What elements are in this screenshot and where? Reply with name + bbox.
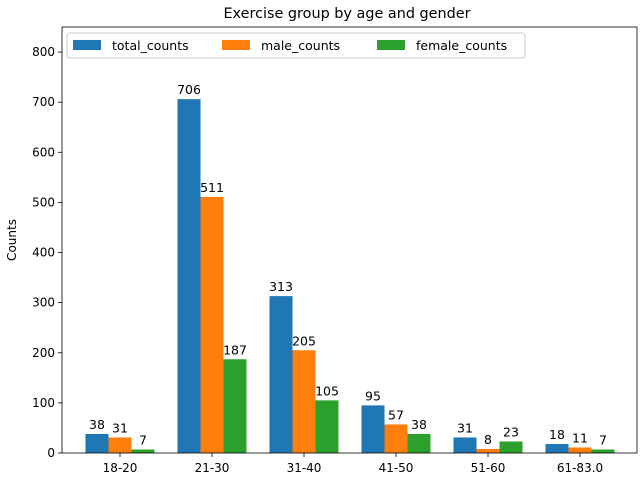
bar-female_counts <box>315 400 339 453</box>
y-tick-label: 0 <box>47 446 55 460</box>
bar-total_counts <box>361 405 385 453</box>
bar-male_counts <box>292 350 316 453</box>
data-label-female_counts: 7 <box>599 432 607 447</box>
y-tick-label: 100 <box>32 396 55 410</box>
bar-male_counts <box>200 196 224 454</box>
bar-total_counts <box>177 99 201 454</box>
y-tick-label: 400 <box>32 246 55 260</box>
data-label-female_counts: 7 <box>139 432 147 447</box>
bar-total_counts <box>545 443 569 453</box>
data-label-male_counts: 57 <box>388 407 404 422</box>
data-label-male_counts: 205 <box>292 333 316 348</box>
data-label-female_counts: 23 <box>503 424 519 439</box>
bar-female_counts <box>407 433 431 453</box>
legend: total_counts male_counts female_counts <box>66 32 526 59</box>
bar-male_counts <box>476 448 500 453</box>
legend-label-total_counts: total_counts <box>112 38 189 53</box>
legend-swatch-total_counts <box>73 40 101 50</box>
bar-female_counts <box>131 449 155 453</box>
x-tick-label: 61-83.0 <box>557 461 603 475</box>
legend-box <box>66 32 526 59</box>
y-tick-label: 300 <box>32 296 55 310</box>
legend-label-female_counts: female_counts <box>416 38 507 53</box>
data-label-male_counts: 31 <box>112 420 128 435</box>
data-label-total_counts: 31 <box>457 420 473 435</box>
bar-female_counts <box>591 449 615 453</box>
chart-title: Exercise group by age and gender <box>223 6 470 22</box>
bar-total_counts <box>453 437 477 453</box>
data-label-total_counts: 95 <box>365 388 381 403</box>
plot-frame <box>61 26 638 454</box>
bar-female_counts <box>499 441 523 453</box>
legend-swatch-female_counts <box>377 40 405 50</box>
bar-male_counts <box>108 437 132 453</box>
data-label-total_counts: 18 <box>549 427 565 442</box>
y-axis-label: Counts <box>5 219 19 261</box>
data-label-female_counts: 105 <box>315 383 339 398</box>
data-label-female_counts: 38 <box>411 417 427 432</box>
data-label-male_counts: 8 <box>484 432 492 447</box>
data-label-total_counts: 38 <box>89 417 105 432</box>
x-tick-label: 21-30 <box>195 461 230 475</box>
x-tick-label: 51-60 <box>471 461 506 475</box>
x-tick-label: 31-40 <box>287 461 322 475</box>
y-tick-label: 700 <box>32 95 55 109</box>
legend-swatch-male_counts <box>222 40 250 50</box>
y-tick-label: 600 <box>32 145 55 159</box>
data-label-total_counts: 313 <box>269 279 293 294</box>
y-tick-label: 500 <box>32 195 55 209</box>
data-label-male_counts: 11 <box>572 430 588 445</box>
x-tick-label: 41-50 <box>379 461 414 475</box>
x-tick-label: 18-20 <box>103 461 138 475</box>
data-label-female_counts: 187 <box>223 342 247 357</box>
y-tick-label: 800 <box>32 45 55 59</box>
data-label-male_counts: 511 <box>200 180 224 195</box>
bar-female_counts <box>223 359 247 453</box>
data-label-total_counts: 706 <box>177 82 201 97</box>
bar-total_counts <box>85 433 109 453</box>
bar-total_counts <box>269 296 293 453</box>
y-tick-label: 200 <box>32 346 55 360</box>
bar-male_counts <box>384 424 408 453</box>
legend-label-male_counts: male_counts <box>261 38 340 53</box>
bar-male_counts <box>568 447 592 453</box>
